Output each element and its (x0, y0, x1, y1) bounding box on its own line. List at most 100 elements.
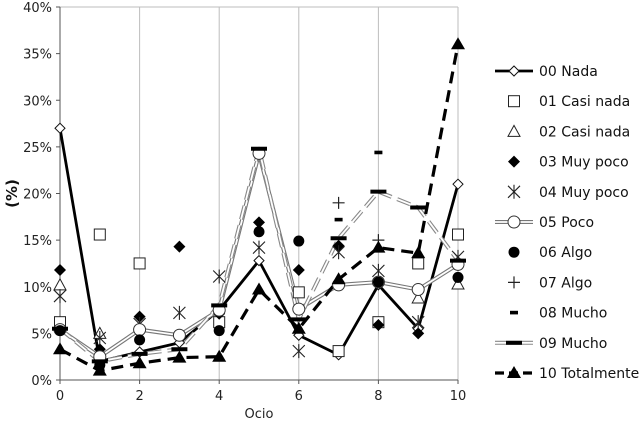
y-tick-label: 0% (31, 374, 52, 389)
data-point (251, 146, 267, 151)
data-point (372, 263, 385, 278)
grid-lines (59, 6, 459, 380)
data-point (330, 236, 347, 241)
data-point (252, 282, 266, 295)
y-tick-label: 15% (23, 234, 52, 249)
y-tick-label: 30% (23, 94, 52, 109)
legend: 00 Nada 01 Casi nada 02 Casi nada 03 Muy po… (495, 64, 639, 382)
x-tick-label: 6 (295, 389, 303, 404)
x-axis-title: Ocio (245, 407, 274, 422)
data-point (293, 235, 305, 247)
data-point (290, 317, 307, 322)
data-point (372, 276, 384, 288)
data-point (411, 290, 426, 304)
data-point (133, 257, 146, 270)
legend-label: 00 Nada (539, 64, 598, 80)
data-point (53, 289, 67, 304)
legend-label: 02 Casi nada (539, 124, 630, 140)
data-point (374, 150, 383, 155)
data-point (371, 240, 386, 253)
data-point (334, 217, 343, 222)
data-point (450, 258, 466, 263)
data-point (53, 342, 67, 355)
data-point (134, 334, 146, 346)
y-tick-label: 10% (23, 281, 52, 296)
y-tick-label: 40% (23, 1, 52, 16)
x-tick-label: 2 (135, 389, 143, 404)
data-point (211, 303, 228, 308)
x-tick-label: 4 (215, 389, 223, 404)
data-point (412, 257, 425, 270)
legend-label: 08 Mucho (539, 306, 607, 322)
data-point (451, 37, 465, 50)
data-point (292, 344, 306, 359)
data-point (452, 271, 464, 283)
data-point (292, 302, 306, 316)
data-point (53, 277, 67, 291)
legend-marker (508, 246, 520, 258)
data-point (93, 228, 106, 241)
legend-label: 01 Casi nada (539, 94, 630, 110)
data-point (212, 269, 226, 284)
y-tick-label: 25% (23, 141, 52, 156)
data-point (131, 351, 148, 356)
legend-label: 10 Totalmente (539, 366, 639, 382)
data-point (291, 321, 306, 334)
data-point (171, 347, 188, 352)
data-point (212, 349, 227, 362)
x-tick-label: 8 (374, 389, 382, 404)
data-point (173, 305, 186, 320)
data-point (372, 318, 385, 331)
data-point (252, 240, 266, 255)
data-point (92, 363, 107, 376)
legend-marker (508, 95, 520, 108)
legend-marker (507, 184, 521, 199)
data-point (132, 356, 147, 369)
legend-label: 03 Muy poco (539, 155, 629, 171)
axes: 0% 5% 10% 15% 20% 25% 30% 35% 40% 0 2 4 6 8 10 Ocio (%) (3, 1, 466, 422)
data-point (253, 254, 265, 267)
legend-label: 07 Algo (539, 275, 592, 291)
data-point (332, 345, 345, 358)
legend-label: 04 Muy poco (539, 185, 629, 201)
data-point (292, 263, 305, 276)
y-tick-label: 5% (31, 327, 52, 342)
data-point (411, 246, 426, 259)
data-point (133, 323, 147, 337)
series-group (52, 37, 466, 376)
data-point (172, 328, 186, 342)
legend-marker (508, 65, 520, 77)
data-point (452, 228, 464, 241)
data-point (213, 325, 225, 337)
legend-label: 06 Algo (539, 245, 592, 261)
y-tick-label: 35% (23, 48, 52, 63)
series-line-10 (59, 44, 460, 373)
data-point (332, 196, 345, 209)
data-point (173, 240, 186, 253)
data-point (133, 310, 146, 323)
data-point (253, 216, 265, 229)
data-point (54, 263, 66, 276)
data-point (452, 178, 464, 190)
legend-label: 05 Poco (539, 215, 594, 231)
legend-marker (507, 124, 521, 137)
data-point (451, 276, 465, 290)
legend-marker (507, 215, 521, 229)
data-point (370, 189, 387, 194)
data-point (292, 286, 305, 299)
y-axis-title: (%) (3, 179, 21, 208)
x-tick-label: 10 (450, 389, 467, 404)
y-tick-label: 20% (23, 188, 52, 203)
data-point (172, 350, 187, 363)
legend-marker (508, 155, 520, 168)
data-point (54, 122, 66, 134)
data-point (411, 315, 425, 330)
data-point (412, 327, 425, 340)
data-point (253, 226, 265, 238)
data-point (410, 205, 427, 210)
data-point (332, 245, 345, 260)
legend-marker (508, 276, 520, 289)
x-tick-label: 0 (56, 389, 64, 404)
data-point (93, 331, 107, 346)
